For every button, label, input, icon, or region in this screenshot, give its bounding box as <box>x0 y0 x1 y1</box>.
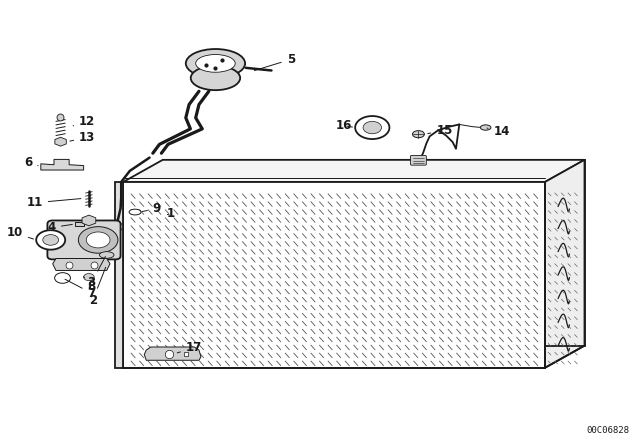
Polygon shape <box>545 160 584 368</box>
Polygon shape <box>75 222 84 226</box>
Polygon shape <box>123 160 584 182</box>
Circle shape <box>363 121 381 134</box>
Text: 16: 16 <box>336 119 353 132</box>
Ellipse shape <box>196 55 236 72</box>
Circle shape <box>86 232 110 248</box>
Ellipse shape <box>99 252 114 258</box>
Polygon shape <box>52 258 110 271</box>
FancyBboxPatch shape <box>410 155 426 165</box>
Text: 3: 3 <box>88 257 106 289</box>
Ellipse shape <box>129 209 141 215</box>
Polygon shape <box>41 159 84 170</box>
Circle shape <box>355 116 389 139</box>
Text: 8: 8 <box>84 277 95 293</box>
Ellipse shape <box>186 49 245 78</box>
Text: 17: 17 <box>177 341 202 354</box>
Text: 11: 11 <box>26 196 81 209</box>
Text: 00C06828: 00C06828 <box>587 426 630 435</box>
Text: 12: 12 <box>73 115 95 128</box>
Text: 13: 13 <box>70 131 95 144</box>
Text: 10: 10 <box>7 226 33 239</box>
Text: 6: 6 <box>24 156 38 169</box>
Circle shape <box>43 235 59 245</box>
Text: 2: 2 <box>89 267 106 306</box>
Text: 5: 5 <box>254 53 295 70</box>
Polygon shape <box>115 182 123 368</box>
Ellipse shape <box>481 125 491 130</box>
Polygon shape <box>123 182 545 368</box>
Text: 1: 1 <box>167 207 175 220</box>
Circle shape <box>84 274 94 280</box>
Ellipse shape <box>191 66 240 90</box>
FancyBboxPatch shape <box>47 220 120 259</box>
Circle shape <box>36 230 65 250</box>
Text: 14: 14 <box>487 125 510 138</box>
Polygon shape <box>144 347 201 360</box>
Text: 7: 7 <box>65 279 95 300</box>
Text: 9: 9 <box>142 202 161 215</box>
Text: 4: 4 <box>48 221 72 234</box>
Circle shape <box>78 227 118 253</box>
Text: 15: 15 <box>428 124 452 137</box>
Ellipse shape <box>413 131 424 138</box>
Circle shape <box>54 273 70 283</box>
